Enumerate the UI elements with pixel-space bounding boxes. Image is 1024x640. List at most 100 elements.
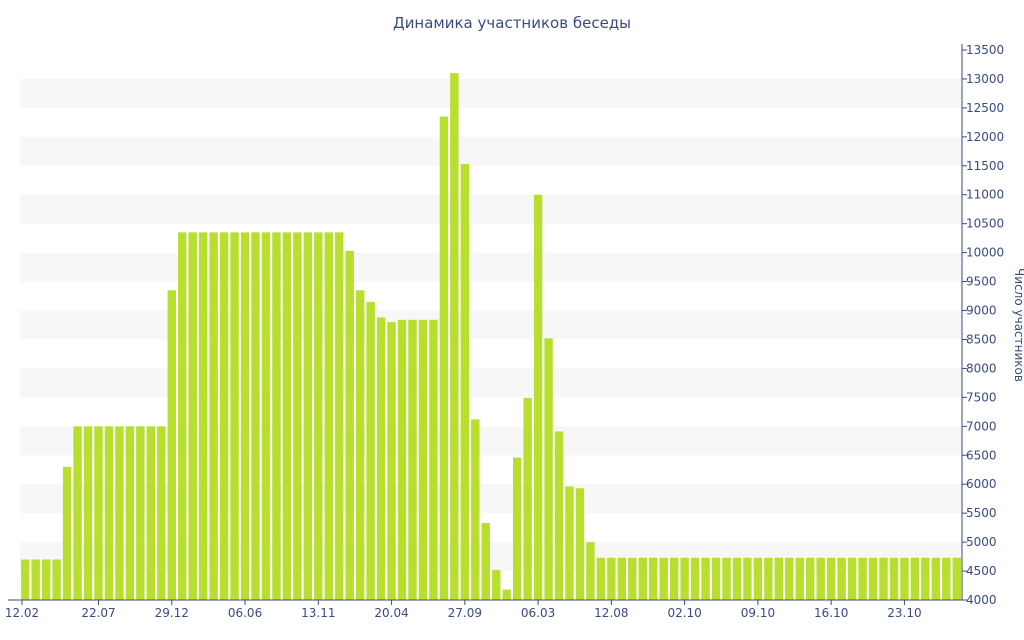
bar — [471, 419, 480, 600]
y-tick-label: 13000 — [966, 72, 1004, 86]
bar — [355, 290, 365, 600]
bar — [146, 426, 156, 600]
bar — [167, 290, 176, 600]
bar — [617, 557, 627, 600]
bar — [492, 569, 501, 600]
x-tick-label: 27.09 — [448, 606, 482, 620]
y-tick-label: 10000 — [966, 246, 1004, 260]
bar — [921, 557, 930, 600]
bar — [868, 557, 878, 600]
bar — [544, 338, 553, 600]
bar — [408, 319, 417, 600]
x-tick-label: 06.03 — [521, 606, 555, 620]
grid-band — [20, 484, 962, 514]
bar — [481, 523, 490, 600]
y-tick-label: 13500 — [966, 43, 1004, 57]
x-tick-label: 29.12 — [155, 606, 189, 620]
grid-band — [20, 78, 962, 108]
bar — [429, 319, 438, 600]
bar — [795, 557, 804, 600]
bar — [806, 557, 815, 600]
bar — [743, 557, 752, 600]
bar — [575, 488, 585, 600]
bar — [335, 232, 344, 601]
bar — [198, 232, 208, 601]
bar — [764, 557, 773, 600]
grid-bands — [20, 78, 962, 572]
bar — [554, 431, 564, 600]
grid-band — [20, 368, 962, 398]
y-tick-label: 7500 — [966, 390, 997, 404]
grid-band — [20, 426, 962, 456]
bar — [596, 557, 606, 600]
y-tick-label: 5000 — [966, 535, 997, 549]
bar — [774, 557, 784, 600]
y-tick-label: 6000 — [966, 477, 997, 491]
x-tick-label: 22.07 — [81, 606, 115, 620]
x-tick-label: 09.10 — [741, 606, 775, 620]
bar — [418, 319, 428, 600]
bar — [785, 557, 794, 600]
bar — [732, 557, 742, 600]
y-tick-label: 6500 — [966, 448, 997, 462]
bar — [94, 426, 103, 600]
bar — [115, 426, 124, 600]
bar — [240, 232, 250, 601]
y-tick-label: 8500 — [966, 332, 997, 346]
x-tick-label: 16.10 — [814, 606, 848, 620]
x-tick-label: 12.02 — [5, 606, 39, 620]
bar — [41, 559, 51, 600]
grid-band — [20, 194, 962, 224]
x-tick-label: 20.04 — [374, 606, 408, 620]
bar — [450, 73, 459, 600]
bar — [753, 557, 763, 600]
bar — [638, 557, 647, 600]
bar — [523, 397, 532, 600]
grid-band — [20, 542, 962, 572]
bar — [533, 194, 543, 600]
bar — [837, 557, 846, 600]
y-tick-label: 9500 — [966, 275, 997, 289]
bar — [293, 232, 302, 601]
bar — [460, 164, 470, 601]
bar — [125, 426, 135, 600]
bar — [62, 466, 72, 600]
bar — [690, 557, 700, 600]
bar — [512, 457, 522, 600]
grid-band — [20, 252, 962, 282]
bar — [711, 557, 721, 600]
y-axis-label: Число участников — [1012, 268, 1024, 382]
bar — [816, 557, 825, 600]
bar — [649, 557, 658, 600]
y-tick-label: 9000 — [966, 304, 997, 318]
x-axis: 12.02 22.07 29.12 06.06 13.11 20.04 27.09 06.03… — [5, 599, 962, 620]
bar — [251, 232, 260, 601]
bar — [209, 232, 218, 601]
bar — [314, 232, 323, 601]
bar — [73, 426, 82, 600]
bar — [942, 557, 951, 600]
chart-title: Динамика участников беседы — [393, 14, 631, 32]
y-tick-label: 12000 — [966, 130, 1004, 144]
bar — [31, 559, 40, 600]
bar — [680, 557, 689, 600]
y-tick-label: 5500 — [966, 506, 997, 520]
bar — [910, 557, 920, 600]
bar — [104, 426, 114, 600]
bar — [21, 559, 30, 600]
x-tick-label: 02.10 — [667, 606, 701, 620]
bar — [230, 232, 239, 601]
bar — [188, 232, 197, 601]
bar — [826, 557, 836, 600]
bar — [565, 486, 574, 600]
x-tick-label: 06.06 — [228, 606, 262, 620]
bar — [659, 557, 668, 600]
bar — [376, 317, 386, 600]
bar — [261, 232, 271, 601]
bar — [136, 426, 145, 600]
bar — [701, 557, 710, 600]
y-tick-label: 4500 — [966, 564, 997, 578]
y-tick-label: 10500 — [966, 217, 1004, 231]
bar — [722, 557, 731, 600]
